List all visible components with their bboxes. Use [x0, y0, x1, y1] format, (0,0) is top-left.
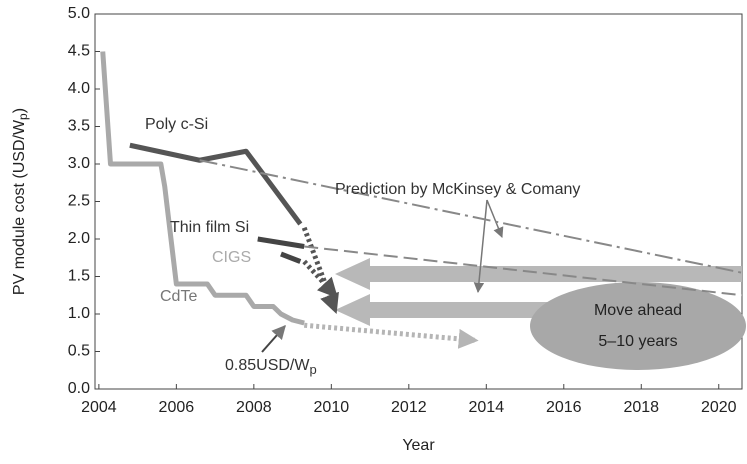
- y-tick-label: 0.5: [68, 343, 90, 360]
- y-tick-label: 1.0: [68, 305, 90, 322]
- annotation: Thin film Si: [170, 219, 249, 236]
- annotation-text: CIGS: [212, 249, 251, 266]
- annotation: CdTe: [160, 288, 197, 305]
- y-tick-label: 5.0: [68, 5, 90, 22]
- x-tick-label: 2010: [314, 399, 350, 416]
- annotation: Prediction by McKinsey & Comany: [335, 181, 580, 198]
- annotation-text: 5–10 years: [598, 333, 677, 350]
- series-line: [129, 142, 303, 226]
- annotation-text: Poly c-Si: [145, 116, 208, 133]
- y-axis-label-end: ): [11, 108, 28, 113]
- y-axis-label-sub: p: [16, 113, 30, 120]
- series-line: [257, 236, 305, 249]
- x-tick-label: 2020: [701, 399, 737, 416]
- annotation: Poly c-Si: [145, 116, 208, 133]
- annotation-text: Move ahead: [594, 302, 682, 319]
- series-line: [100, 51, 305, 326]
- x-tick-label: 2004: [81, 399, 117, 416]
- series-line: [280, 251, 302, 264]
- annotation: Move ahead: [594, 302, 682, 319]
- x-tick-label: 2012: [391, 399, 427, 416]
- annotation-text: 0.85USD/W: [225, 357, 310, 374]
- x-tick-label: 2008: [236, 399, 272, 416]
- x-axis-label: Year: [402, 437, 435, 454]
- annotation: CIGS: [212, 249, 251, 266]
- y-tick-label: 2.5: [68, 193, 90, 210]
- series-line: [304, 245, 743, 297]
- leader: [473, 199, 488, 294]
- annotation-sub: p: [309, 362, 316, 377]
- y-axis-label: PV module cost (USD/Wp): [11, 108, 30, 295]
- series-line: [303, 322, 479, 349]
- y-tick-label: 3.0: [68, 155, 90, 172]
- y-tick-label: 0.0: [68, 380, 90, 397]
- y-tick-label: 1.5: [68, 268, 90, 285]
- annotation-text: CdTe: [160, 288, 197, 305]
- annotation: 0.85USD/Wp: [225, 357, 317, 377]
- y-tick-label: 3.5: [68, 118, 90, 135]
- y-tick-label: 2.0: [68, 230, 90, 247]
- leader: [486, 199, 504, 238]
- annotation: 5–10 years: [598, 333, 677, 350]
- big-arrow: [335, 258, 742, 290]
- ellipse: [530, 282, 746, 370]
- annotation-text: Prediction by McKinsey & Comany: [335, 181, 580, 198]
- big-arrow: [335, 294, 555, 326]
- annotations: Poly c-Si Thin film Si CIGS CdTe Prediction …: [145, 116, 682, 377]
- series-line: [302, 259, 338, 299]
- x-tick-label: 2016: [546, 399, 582, 416]
- leader: [261, 324, 286, 353]
- annotation-text: Thin film Si: [170, 219, 249, 236]
- y-tick-label: 4.0: [68, 80, 90, 97]
- y-axis-label-text: PV module cost (USD/W: [11, 119, 28, 295]
- x-tick-label: 2018: [623, 399, 659, 416]
- x-tick-label: 2006: [159, 399, 195, 416]
- y-tick-label: 4.5: [68, 43, 90, 60]
- x-tick-label: 2014: [469, 399, 505, 416]
